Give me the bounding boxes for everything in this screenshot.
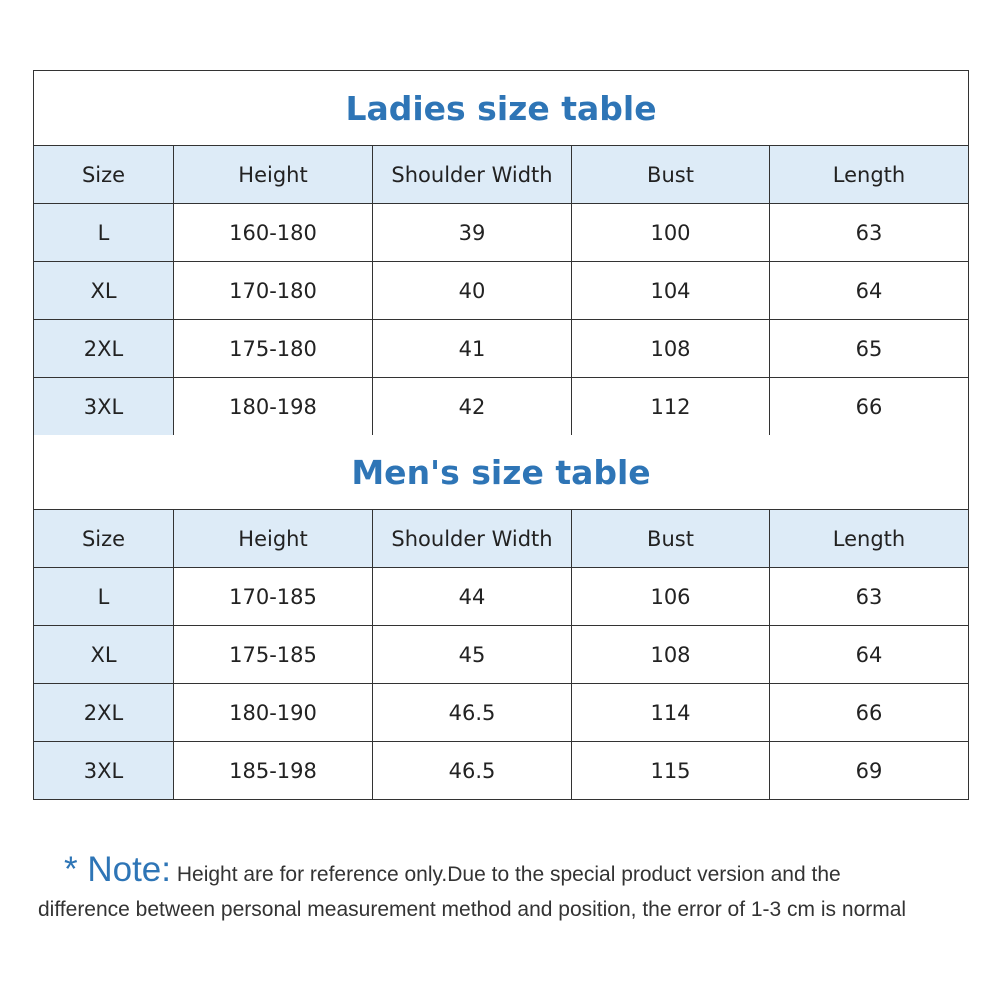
- table-cell: 65: [768, 319, 970, 378]
- table-cell: 100: [571, 203, 770, 262]
- table-cell: 106: [571, 567, 770, 626]
- table-row: XL 175-185 45 108 64: [33, 625, 970, 684]
- size-cell: L: [33, 203, 174, 262]
- size-cell: L: [33, 567, 174, 626]
- note-text-line1: Height are for reference only.Due to the…: [176, 863, 841, 886]
- table-cell: 45: [372, 625, 572, 684]
- table-row: XL 170-180 40 104 64: [33, 261, 970, 320]
- column-header: Height: [173, 509, 373, 568]
- ladies-size-table: Ladies size table Size Height Shoulder Wid…: [32, 70, 970, 436]
- table-cell: 69: [768, 741, 970, 800]
- table-cell: 39: [372, 203, 572, 262]
- column-header: Shoulder Width: [372, 509, 572, 568]
- table-cell: 108: [571, 625, 770, 684]
- table-cell: 175-185: [173, 625, 373, 684]
- table-cell: 64: [768, 261, 970, 320]
- table-cell: 112: [571, 377, 770, 436]
- column-header: Height: [173, 145, 373, 204]
- table-cell: 44: [372, 567, 572, 626]
- column-header: Shoulder Width: [372, 145, 572, 204]
- note-label: * Note:: [64, 850, 171, 889]
- table-row: 2XL 175-180 41 108 65: [33, 319, 970, 378]
- table-cell: 40: [372, 261, 572, 320]
- table-cell: 114: [571, 683, 770, 742]
- table-cell: 42: [372, 377, 572, 436]
- table-cell: 170-180: [173, 261, 373, 320]
- column-header: Length: [768, 145, 970, 204]
- column-header: Bust: [571, 145, 770, 204]
- table-cell: 185-198: [173, 741, 373, 800]
- size-cell: XL: [33, 261, 174, 320]
- column-header: Length: [768, 509, 970, 568]
- table-cell: 170-185: [173, 567, 373, 626]
- column-header: Size: [33, 145, 174, 204]
- table-row: L 160-180 39 100 63: [33, 203, 970, 262]
- men-size-table: Men's size table Size Height Shoulder Widt…: [32, 435, 970, 800]
- table-cell: 108: [571, 319, 770, 378]
- table-cell: 66: [768, 377, 970, 436]
- size-cell: 2XL: [33, 683, 174, 742]
- table-row: L 170-185 44 106 63: [33, 567, 970, 626]
- table-cell: 46.5: [372, 683, 572, 742]
- column-header: Size: [33, 509, 174, 568]
- table-cell: 66: [768, 683, 970, 742]
- table-cell: 41: [372, 319, 572, 378]
- table-row: 3XL 185-198 46.5 115 69: [33, 741, 970, 800]
- ladies-header-row: Size Height Shoulder Width Bust Length: [33, 145, 970, 204]
- table-cell: 115: [571, 741, 770, 800]
- ladies-table-title: Ladies size table: [32, 70, 970, 146]
- size-cell: 2XL: [33, 319, 174, 378]
- size-cell: 3XL: [33, 377, 174, 436]
- note-text-line2: difference between personal measurement …: [38, 898, 907, 921]
- men-table-title: Men's size table: [32, 435, 970, 510]
- table-cell: 63: [768, 567, 970, 626]
- table-row: 2XL 180-190 46.5 114 66: [33, 683, 970, 742]
- table-cell: 104: [571, 261, 770, 320]
- table-row: 3XL 180-198 42 112 66: [33, 377, 970, 436]
- table-cell: 46.5: [372, 741, 572, 800]
- table-cell: 160-180: [173, 203, 373, 262]
- table-cell: 63: [768, 203, 970, 262]
- table-cell: 175-180: [173, 319, 373, 378]
- table-cell: 64: [768, 625, 970, 684]
- men-header-row: Size Height Shoulder Width Bust Length: [33, 509, 970, 568]
- table-cell: 180-198: [173, 377, 373, 436]
- table-cell: 180-190: [173, 683, 373, 742]
- column-header: Bust: [571, 509, 770, 568]
- size-cell: XL: [33, 625, 174, 684]
- size-cell: 3XL: [33, 741, 174, 800]
- note: * Note: Height are for reference only.Du…: [38, 850, 978, 922]
